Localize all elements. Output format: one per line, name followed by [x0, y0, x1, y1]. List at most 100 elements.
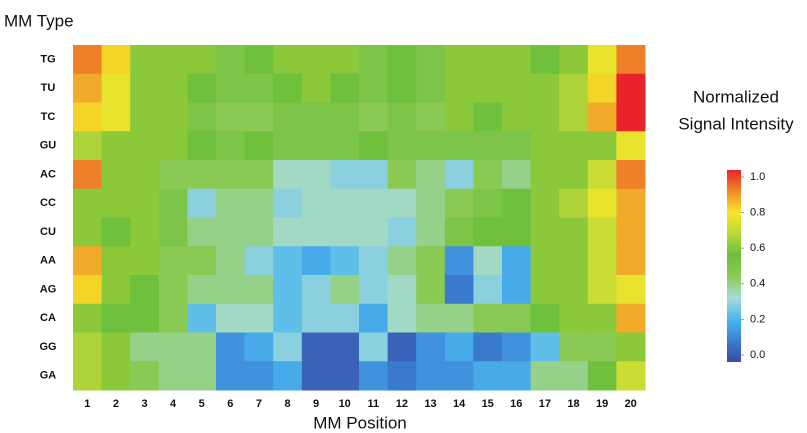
heatmap-cell: [587, 102, 617, 132]
heatmap-cell: [158, 361, 188, 391]
heatmap-cell: [330, 131, 360, 161]
heatmap-cell: [416, 188, 446, 218]
heatmap-cell: [130, 73, 160, 103]
heatmap-cell: [301, 303, 331, 333]
heatmap-cell: [502, 303, 532, 333]
heatmap-cell: [444, 45, 474, 75]
heatmap-cell: [158, 45, 188, 75]
heatmap-cell: [359, 131, 389, 161]
colorbar-title: Normalized: [693, 87, 779, 106]
heatmap-cell: [187, 45, 217, 75]
heatmap-cell: [416, 217, 446, 247]
heatmap-cell: [101, 102, 131, 132]
heatmap-cell: [530, 275, 560, 305]
y-tick-label: CA: [40, 312, 56, 324]
heatmap-cell: [187, 188, 217, 218]
heatmap-cell: [73, 102, 103, 132]
heatmap-cell: [73, 332, 103, 362]
x-axis-title: MM Position: [313, 413, 407, 432]
heatmap-cell: [130, 303, 160, 333]
heatmap-cell: [473, 102, 503, 132]
heatmap-cell: [216, 246, 246, 276]
heatmap-cell: [244, 275, 274, 305]
heatmap-cell: [444, 73, 474, 103]
heatmap-cell: [359, 361, 389, 391]
heatmap-cell: [502, 275, 532, 305]
y-tick-label: GU: [40, 140, 57, 152]
heatmap-cell: [473, 217, 503, 247]
heatmap-cell: [301, 246, 331, 276]
heatmap-cell: [530, 102, 560, 132]
heatmap-cell: [216, 361, 246, 391]
heatmap-cell: [473, 275, 503, 305]
heatmap-cell: [158, 217, 188, 247]
heatmap-cell: [73, 188, 103, 218]
heatmap-cell: [559, 45, 589, 75]
heatmap-cell: [359, 246, 389, 276]
heatmap-cell: [587, 188, 617, 218]
heatmap-cell: [416, 361, 446, 391]
heatmap-cell: [330, 246, 360, 276]
heatmap-cell: [187, 131, 217, 161]
heatmap-cell: [330, 102, 360, 132]
heatmap-cell: [473, 303, 503, 333]
heatmap-cell: [330, 160, 360, 190]
heatmap-cell: [130, 102, 160, 132]
heatmap-cell: [416, 102, 446, 132]
x-tick-label: 1: [84, 398, 90, 410]
heatmap-cell: [473, 332, 503, 362]
heatmap-cell: [130, 275, 160, 305]
heatmap-cell: [387, 160, 417, 190]
heatmap-cell: [530, 217, 560, 247]
heatmap-cell: [187, 73, 217, 103]
heatmap-cell: [244, 217, 274, 247]
heatmap-cell: [301, 131, 331, 161]
heatmap-cell: [359, 217, 389, 247]
x-tick-label: 10: [339, 398, 351, 410]
heatmap-cell: [216, 332, 246, 362]
heatmap-cell: [244, 332, 274, 362]
heatmap-cell: [444, 246, 474, 276]
heatmap-cell: [587, 361, 617, 391]
heatmap-cell: [416, 160, 446, 190]
heatmap-cell: [216, 303, 246, 333]
y-tick-label: GG: [39, 341, 56, 353]
heatmap-cell: [244, 160, 274, 190]
y-tick-label: TG: [40, 53, 55, 65]
heatmap-cell: [244, 303, 274, 333]
heatmap-cell: [158, 303, 188, 333]
heatmap-cell: [530, 45, 560, 75]
heatmap-cell: [73, 160, 103, 190]
heatmap-cell: [559, 188, 589, 218]
heatmap-cell: [187, 303, 217, 333]
heatmap-cell: [301, 275, 331, 305]
heatmap-cell: [559, 131, 589, 161]
heatmap-cell: [530, 73, 560, 103]
heatmap-cell: [187, 102, 217, 132]
heatmap-cell: [101, 303, 131, 333]
x-tick-label: 11: [367, 398, 379, 410]
y-tick-label: TU: [41, 82, 56, 94]
heatmap-cell: [130, 160, 160, 190]
x-tick-label: 6: [227, 398, 233, 410]
heatmap-cell: [616, 361, 646, 391]
heatmap-cell: [444, 131, 474, 161]
heatmap-cell: [330, 45, 360, 75]
heatmap-cell: [416, 73, 446, 103]
heatmap-cell: [130, 361, 160, 391]
x-tick-label: 9: [313, 398, 319, 410]
heatmap-cell: [387, 217, 417, 247]
colorbar-tick-label: 0.6: [750, 242, 765, 254]
heatmap-cell: [273, 45, 303, 75]
heatmap-cell: [73, 73, 103, 103]
heatmap-cell: [130, 131, 160, 161]
heatmap-cell: [273, 217, 303, 247]
heatmap-cell: [587, 160, 617, 190]
heatmap-cell: [559, 102, 589, 132]
x-tick-label: 5: [199, 398, 205, 410]
y-tick-label: TC: [41, 111, 56, 123]
heatmap-cell: [273, 303, 303, 333]
heatmap-cell: [216, 275, 246, 305]
heatmap-cell: [559, 303, 589, 333]
colorbar-tick-label: 0.4: [750, 278, 765, 290]
